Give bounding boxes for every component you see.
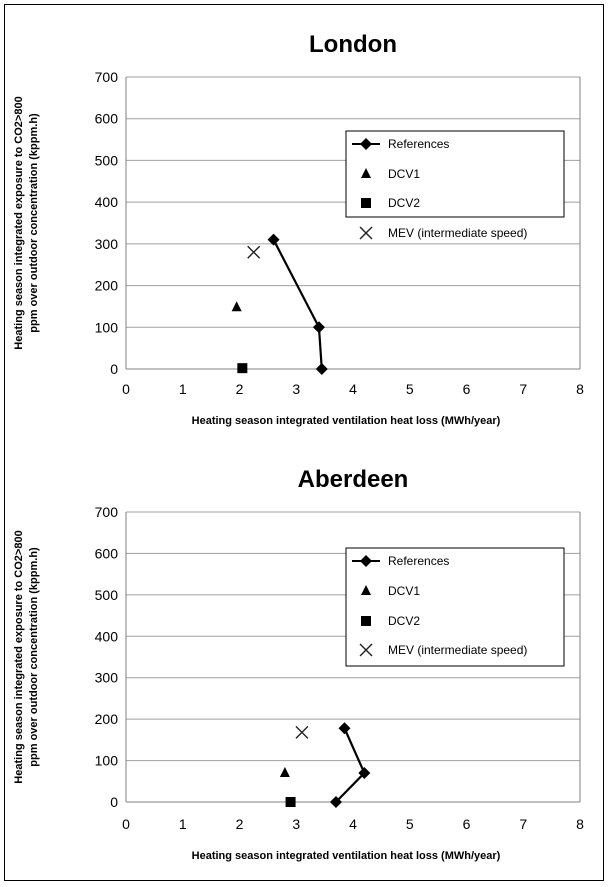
data-point	[285, 797, 296, 807]
x-tick-label: 0	[122, 381, 130, 397]
series-mev-intermediate-speed-	[295, 725, 309, 739]
series-mev-intermediate-speed-	[247, 245, 261, 259]
chart-london: London 0 100 200 300 400 500 600 700 0 1 2 3 4 5 6 7 8 Hea…	[13, 31, 584, 427]
legend-box	[345, 547, 565, 667]
y-tick-label: 100	[95, 753, 119, 769]
series-line	[272, 239, 323, 370]
y-axis-label-line-2: ppm over outdoor concentration (kppm.h)	[28, 547, 40, 767]
x-tick-label: 1	[179, 381, 187, 397]
x-axis-label: Heating season integrated ventilation he…	[192, 415, 501, 427]
x-tick-label: 8	[576, 816, 584, 832]
legend-label: DCV2	[388, 196, 420, 210]
data-point	[231, 301, 242, 312]
y-tick-label: 200	[95, 711, 119, 727]
data-point	[338, 722, 351, 735]
x-tick-label: 3	[292, 816, 300, 832]
series-references	[267, 233, 328, 375]
y-tick-label: 400	[95, 194, 119, 210]
y-tick-label: 100	[95, 319, 119, 335]
legend-label: DCV2	[388, 614, 420, 628]
x-tick-label: 5	[406, 816, 414, 832]
x-stroke-2	[247, 245, 261, 259]
y-tick-label: 300	[95, 236, 119, 252]
x-tick-label: 8	[576, 381, 584, 397]
x-tick-label: 7	[519, 816, 527, 832]
data-point	[295, 725, 309, 739]
y-axis-label-line-2: ppm over outdoor concentration (kppm.h)	[28, 113, 40, 333]
series-references	[329, 722, 371, 808]
x-tick-label: 6	[463, 816, 471, 832]
data-point	[267, 233, 280, 246]
series-dcv2	[237, 363, 248, 374]
data-point	[315, 363, 328, 375]
legend-label: References	[388, 554, 449, 568]
legend-marker	[360, 555, 372, 567]
legend-label: MEV (intermediate speed)	[388, 643, 527, 657]
x-stroke-2	[359, 643, 373, 657]
legend-box	[345, 130, 565, 218]
data-point	[358, 767, 371, 779]
x-stroke-2	[295, 725, 309, 739]
x-tick-label: 1	[179, 816, 187, 832]
y-tick-label: 700	[95, 504, 119, 520]
data-point	[279, 767, 290, 777]
x-tick-label: 4	[349, 381, 357, 397]
data-point	[237, 363, 248, 374]
y-axis-label-line-1: Heating season integrated exposure to CO…	[13, 530, 25, 783]
chart-aberdeen: Aberdeen 0 100 200 300 400 500 600 700 0 1 2 3 4 5 6 7 8 H…	[13, 466, 584, 862]
legend-marker	[361, 198, 371, 208]
legend: References DCV1 DCV2 MEV (intermediate spee…	[345, 547, 565, 667]
y-axis-label-line-1: Heating season integrated exposure to CO…	[13, 96, 25, 349]
legend-marker	[361, 585, 371, 595]
data-point	[247, 245, 261, 259]
x-tick-label: 5	[406, 381, 414, 397]
x-tick-label: 0	[122, 816, 130, 832]
data-point	[329, 796, 342, 808]
series-dcv2	[285, 797, 296, 807]
x-stroke-2	[359, 226, 373, 240]
y-tick-label: 600	[95, 545, 119, 561]
legend-marker	[359, 226, 373, 240]
legend-label: DCV1	[388, 167, 420, 181]
y-tick-label: 0	[110, 361, 118, 377]
y-tick-label: 500	[95, 152, 119, 168]
legend-marker	[361, 616, 371, 626]
y-tick-label: 200	[95, 278, 119, 294]
legend-marker	[359, 643, 373, 657]
y-tick-label: 600	[95, 111, 119, 127]
data-point	[312, 321, 325, 334]
legend-label: DCV1	[388, 584, 420, 598]
y-axis-label: Heating season integrated exposure to CO…	[13, 96, 40, 349]
legend: References DCV1 DCV2 MEV (intermediate spee…	[345, 130, 565, 240]
legend-marker	[360, 138, 372, 150]
legend-marker	[361, 168, 371, 178]
x-tick-label: 6	[463, 381, 471, 397]
x-axis-label: Heating season integrated ventilation he…	[192, 850, 501, 862]
y-tick-label: 300	[95, 670, 119, 686]
chart-title: Aberdeen	[298, 466, 409, 493]
x-tick-label: 4	[349, 816, 357, 832]
y-tick-label: 0	[110, 794, 118, 810]
y-tick-label: 700	[95, 69, 119, 85]
legend-label: References	[388, 137, 449, 151]
x-tick-label: 3	[292, 381, 300, 397]
series-dcv1	[231, 301, 242, 312]
y-tick-label: 400	[95, 628, 119, 644]
series-line	[335, 727, 366, 803]
chart-title: London	[309, 31, 397, 58]
x-tick-label: 2	[236, 381, 244, 397]
y-axis-label: Heating season integrated exposure to CO…	[13, 530, 40, 783]
y-tick-label: 500	[95, 587, 119, 603]
legend-label: MEV (intermediate speed)	[388, 226, 527, 240]
x-tick-label: 7	[519, 381, 527, 397]
x-tick-label: 2	[236, 816, 244, 832]
series-dcv1	[279, 767, 290, 777]
